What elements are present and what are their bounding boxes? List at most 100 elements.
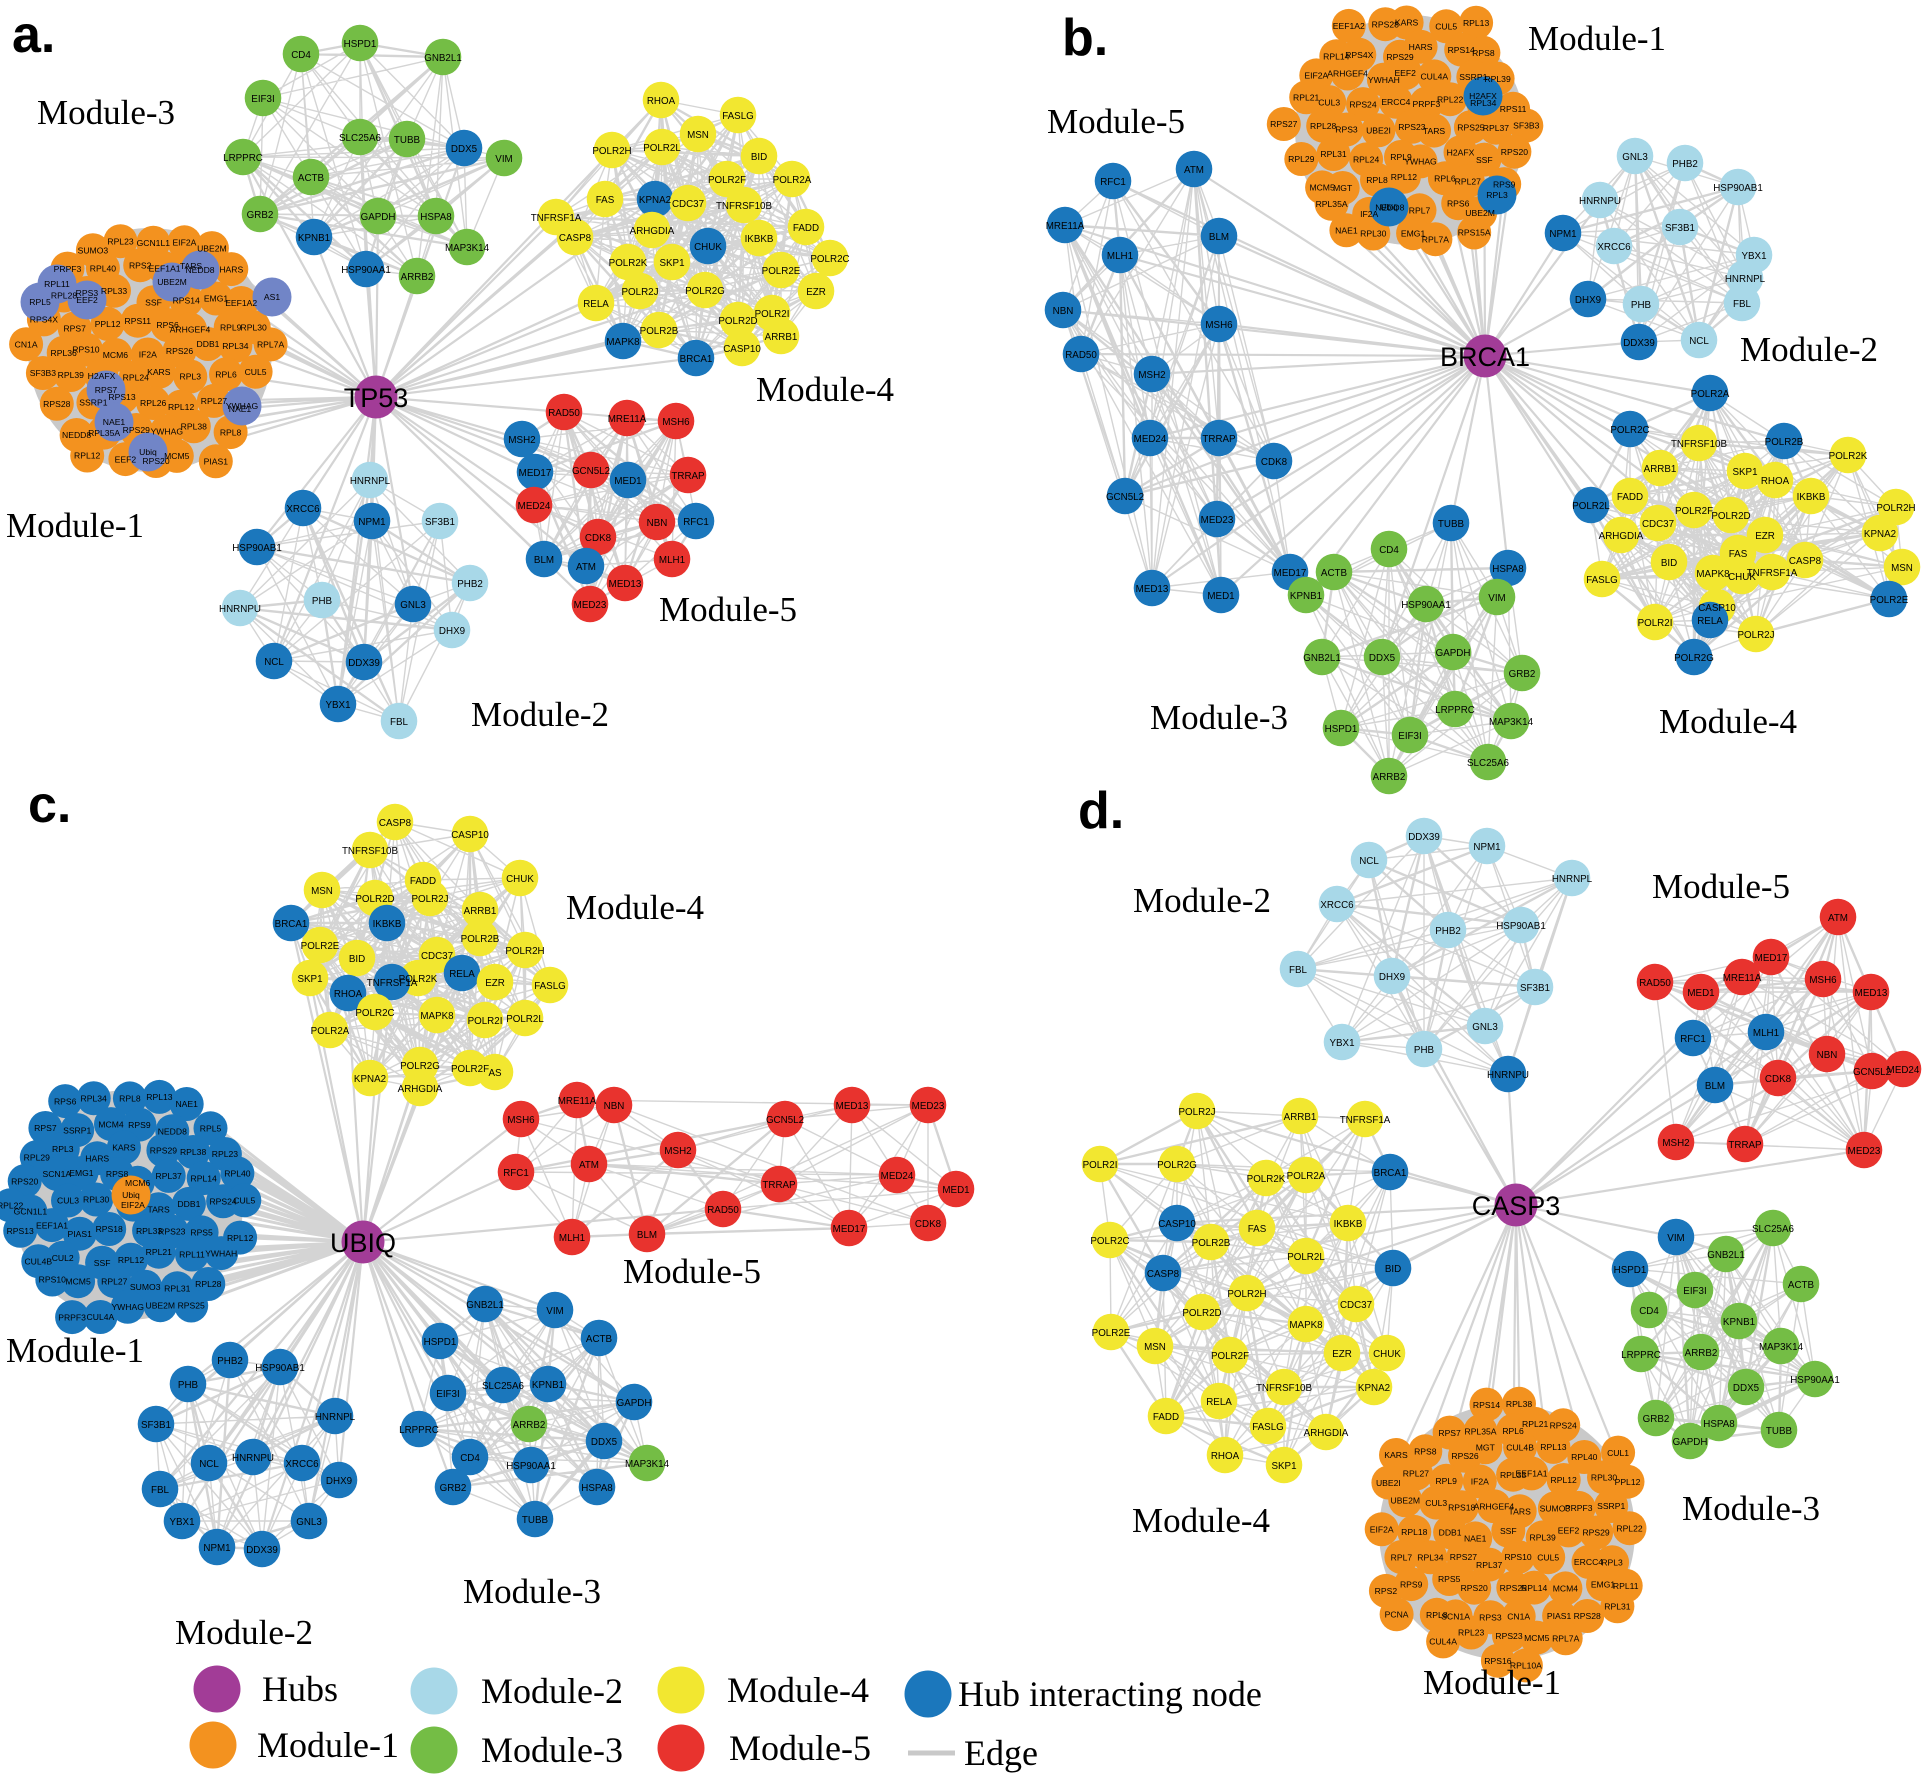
- svg-text:NAE1: NAE1: [103, 417, 126, 427]
- svg-text:LRPPRC: LRPPRC: [399, 1425, 439, 1436]
- svg-text:PIAS1: PIAS1: [204, 457, 229, 467]
- svg-text:BID: BID: [349, 954, 365, 965]
- svg-text:MCM5: MCM5: [65, 1276, 91, 1286]
- svg-text:MED1: MED1: [1687, 988, 1714, 999]
- svg-text:PHB2: PHB2: [217, 1356, 243, 1367]
- svg-text:EEF1A1: EEF1A1: [36, 1220, 68, 1230]
- svg-text:TARS: TARS: [1423, 126, 1446, 136]
- svg-text:CDK8: CDK8: [585, 533, 612, 544]
- svg-text:MED17: MED17: [1274, 568, 1307, 579]
- svg-text:KPNB1: KPNB1: [298, 233, 330, 244]
- svg-text:ARHGEF4: ARHGEF4: [1474, 1501, 1515, 1511]
- svg-text:ARHGDIA: ARHGDIA: [1599, 531, 1644, 542]
- svg-text:MAP3K14: MAP3K14: [445, 243, 490, 254]
- svg-text:GRB2: GRB2: [1509, 669, 1536, 680]
- svg-text:ACTB: ACTB: [1788, 1280, 1815, 1291]
- svg-text:MED13: MED13: [1136, 584, 1169, 595]
- svg-text:RPS29: RPS29: [1582, 1528, 1609, 1538]
- svg-text:HSP90AA1: HSP90AA1: [341, 265, 391, 276]
- svg-text:IKBKB: IKBKB: [1797, 492, 1826, 503]
- svg-text:RELA: RELA: [449, 969, 475, 980]
- svg-text:EIF2A: EIF2A: [1304, 71, 1328, 81]
- svg-text:Ubiq: Ubiq: [1380, 202, 1398, 212]
- svg-text:MAPK8: MAPK8: [1696, 569, 1730, 580]
- svg-text:BRCA1: BRCA1: [275, 919, 308, 930]
- svg-text:ARHGEF4: ARHGEF4: [170, 325, 211, 335]
- svg-text:POLR2H: POLR2H: [592, 146, 631, 157]
- svg-text:HNRNPL: HNRNPL: [1725, 274, 1766, 285]
- svg-text:RPL39: RPL39: [1484, 74, 1510, 84]
- svg-text:CHUK: CHUK: [506, 874, 534, 885]
- svg-text:RPL30: RPL30: [241, 322, 267, 332]
- svg-text:NBN: NBN: [604, 1101, 625, 1112]
- svg-text:SF3B1: SF3B1: [141, 1420, 171, 1431]
- svg-text:Module-3: Module-3: [463, 1572, 601, 1611]
- svg-text:POLR2K: POLR2K: [399, 974, 438, 985]
- svg-text:BRCA1: BRCA1: [680, 354, 713, 365]
- svg-text:MGT: MGT: [1333, 183, 1353, 193]
- svg-text:FADD: FADD: [793, 223, 819, 234]
- svg-text:FADD: FADD: [1617, 492, 1643, 503]
- svg-text:Ubiq: Ubiq: [139, 447, 157, 457]
- svg-text:RPS6: RPS6: [1447, 198, 1470, 208]
- svg-text:CD4: CD4: [1639, 1306, 1659, 1317]
- svg-text:RPS5: RPS5: [1438, 1574, 1461, 1584]
- svg-text:ARRB1: ARRB1: [464, 906, 497, 917]
- svg-text:EEF1A1: EEF1A1: [1515, 1469, 1547, 1479]
- svg-text:RPS11: RPS11: [1500, 104, 1527, 114]
- svg-text:Edge: Edge: [964, 1733, 1038, 1773]
- svg-text:MSN: MSN: [311, 886, 333, 897]
- svg-text:HSPD1: HSPD1: [344, 39, 377, 50]
- svg-text:SCN1A: SCN1A: [42, 1169, 71, 1179]
- svg-text:CDC37: CDC37: [1642, 519, 1674, 530]
- svg-text:GCN5L2: GCN5L2: [572, 466, 610, 477]
- svg-text:RPS9: RPS9: [1493, 179, 1516, 189]
- svg-text:POLR2J: POLR2J: [411, 894, 448, 905]
- svg-text:POLR2G: POLR2G: [1157, 1160, 1197, 1171]
- svg-text:RPS4X: RPS4X: [1345, 50, 1373, 60]
- svg-text:POLR2E: POLR2E: [301, 941, 340, 952]
- svg-text:HNRNPU: HNRNPU: [1487, 1070, 1529, 1081]
- svg-text:SSF: SSF: [145, 297, 162, 307]
- svg-text:HSP90AB1: HSP90AB1: [255, 1363, 305, 1374]
- svg-text:MED13: MED13: [1855, 988, 1888, 999]
- svg-text:RPL8: RPL8: [220, 427, 242, 437]
- svg-text:RPL21: RPL21: [1522, 1419, 1548, 1429]
- svg-text:RPL11: RPL11: [1613, 1581, 1639, 1591]
- svg-text:CHUK: CHUK: [1373, 1349, 1401, 1360]
- svg-text:RPL40: RPL40: [90, 263, 116, 273]
- svg-text:RPL14: RPL14: [1521, 1583, 1547, 1593]
- svg-text:POLR2A: POLR2A: [1691, 389, 1730, 400]
- svg-text:GNL3: GNL3: [296, 1517, 322, 1528]
- svg-text:Module-2: Module-2: [471, 695, 609, 734]
- svg-text:ARHGDIA: ARHGDIA: [398, 1084, 443, 1095]
- svg-text:GCN5L2: GCN5L2: [1853, 1067, 1891, 1078]
- svg-text:GCN5L2: GCN5L2: [766, 1115, 804, 1126]
- svg-text:ARHGEF4: ARHGEF4: [1327, 69, 1368, 79]
- svg-text:RPS7: RPS7: [95, 385, 118, 395]
- svg-text:MED17: MED17: [519, 468, 552, 479]
- svg-text:NCL: NCL: [1359, 856, 1379, 867]
- svg-text:PHB: PHB: [1414, 1045, 1435, 1056]
- svg-text:HARS: HARS: [219, 264, 243, 274]
- svg-text:POLR2I: POLR2I: [1083, 1160, 1118, 1171]
- svg-text:TP53: TP53: [344, 383, 409, 413]
- svg-text:RPS28: RPS28: [43, 399, 70, 409]
- svg-text:DHX9: DHX9: [439, 626, 465, 637]
- svg-text:KPNA2: KPNA2: [1864, 529, 1896, 540]
- svg-text:DHX9: DHX9: [326, 1476, 352, 1487]
- svg-text:PPL12: PPL12: [1615, 1477, 1641, 1487]
- svg-text:SKP1: SKP1: [1732, 467, 1757, 478]
- svg-text:TRRAP: TRRAP: [1728, 1140, 1762, 1151]
- svg-text:Module-5: Module-5: [1652, 867, 1790, 906]
- svg-text:POLR2I: POLR2I: [1638, 618, 1673, 629]
- svg-text:d.: d.: [1078, 782, 1124, 840]
- svg-text:MCM6: MCM6: [125, 1178, 151, 1188]
- svg-text:FADD: FADD: [1153, 1412, 1179, 1423]
- svg-text:POLR2B: POLR2B: [1192, 1238, 1231, 1249]
- svg-text:POLR2B: POLR2B: [1765, 437, 1804, 448]
- svg-text:RPL29: RPL29: [1288, 154, 1314, 164]
- svg-text:RPL9: RPL9: [220, 323, 242, 333]
- svg-text:YWHAH: YWHAH: [1368, 75, 1400, 85]
- svg-text:UBE2M: UBE2M: [157, 277, 187, 287]
